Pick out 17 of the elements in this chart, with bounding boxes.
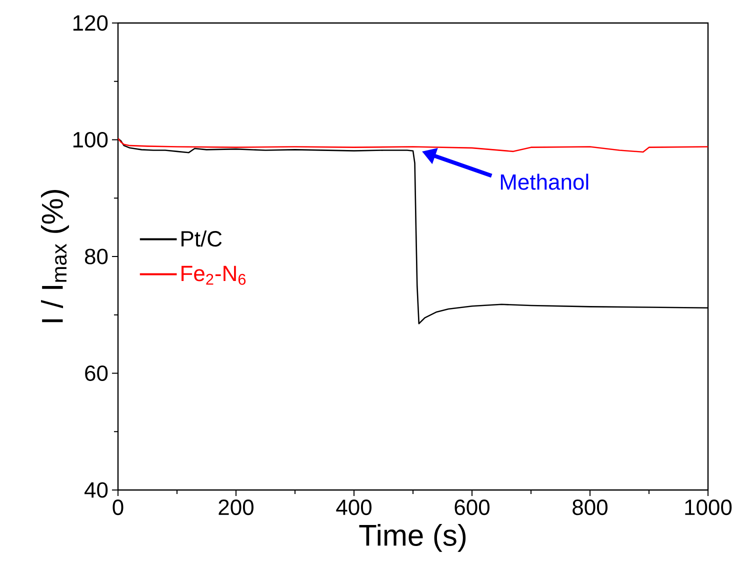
x-tick-label: 800	[572, 500, 608, 516]
y-tick-label: 100	[73, 132, 108, 148]
annotation: Methanol	[500, 174, 588, 190]
legend-label: Fe$_{2}$-N$_{6}$	[182, 266, 246, 285]
y-tick-label: 60	[85, 365, 108, 382]
y-tick-label: 120	[73, 15, 108, 31]
y-tick-label: 40	[84, 482, 108, 498]
x-tick-label: 400	[336, 500, 372, 516]
x-tick-label: 0	[112, 500, 124, 516]
legend-label: Pt/C	[182, 230, 222, 247]
x-tick-label: 600	[454, 500, 490, 516]
x-tick-label: 1000	[685, 500, 732, 516]
y-axis-title: I / I$_{max}$ (%)	[40, 190, 69, 322]
x-axis-title: Time (s)	[359, 524, 466, 552]
y-tick-label: 80	[84, 248, 108, 264]
line-series	[118, 138, 708, 153]
x-tick-label: 200	[218, 500, 254, 516]
